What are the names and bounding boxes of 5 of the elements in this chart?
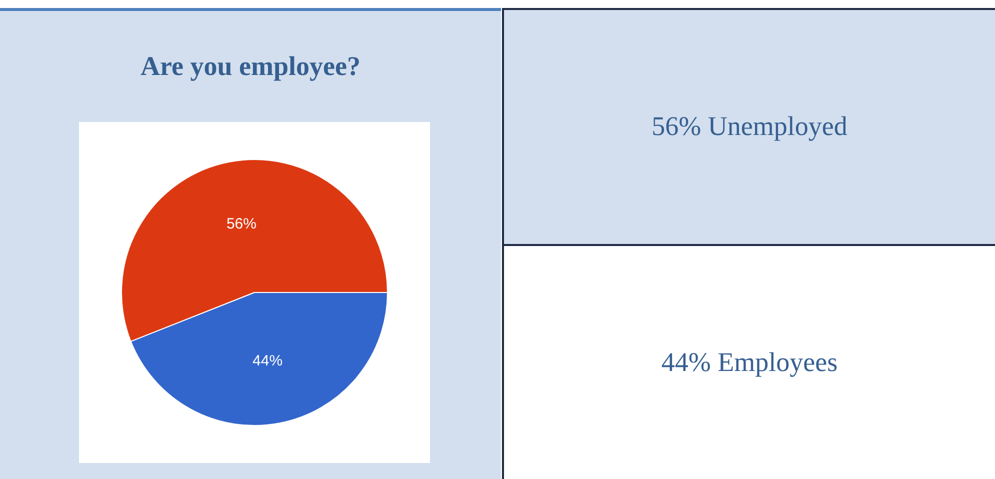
data-label: 44%	[252, 352, 283, 370]
text: 44% Employees	[502, 244, 995, 479]
data-label: 56%	[226, 216, 256, 233]
text: 56% Unemployed	[502, 8, 995, 244]
chart-title: Are you employee?	[140, 51, 362, 82]
